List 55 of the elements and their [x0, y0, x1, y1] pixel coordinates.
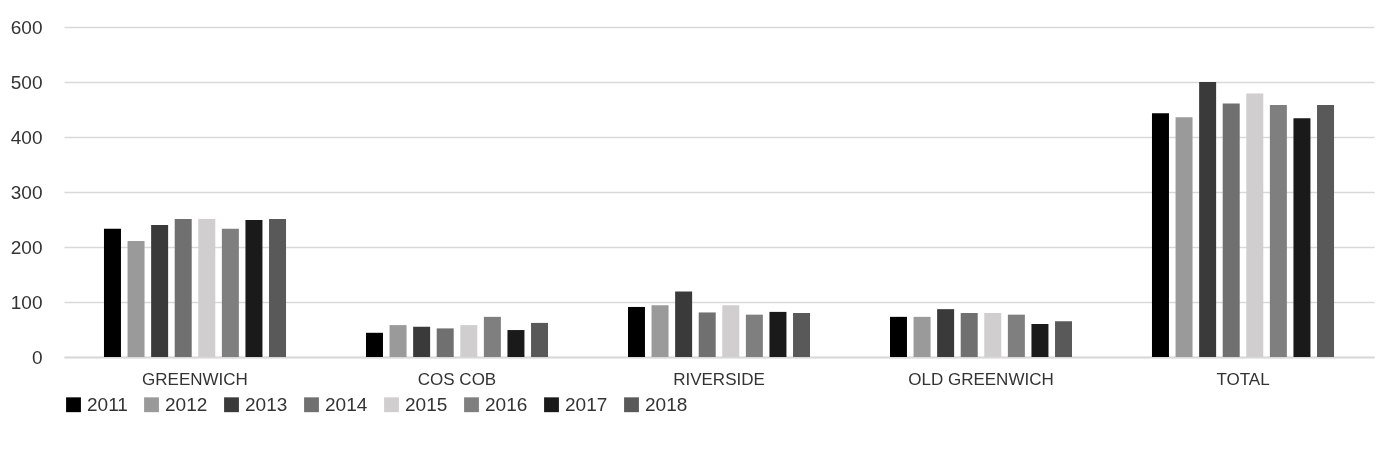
legend-label: 2013: [245, 393, 288, 415]
bar: [1293, 118, 1311, 357]
bar: [1055, 321, 1073, 357]
bar: [651, 305, 669, 357]
bar: [745, 314, 763, 357]
legend-label: 2018: [645, 393, 688, 415]
bar: [675, 291, 693, 357]
bar: [221, 228, 239, 357]
bar: [483, 316, 501, 357]
bar: [269, 218, 287, 357]
bar: [960, 313, 978, 357]
bar: [1222, 103, 1240, 357]
bar: [913, 316, 931, 357]
bar: [413, 326, 431, 357]
y-tick-label: 0: [31, 346, 43, 368]
bar: [507, 330, 525, 357]
bar: [698, 312, 716, 357]
y-tick-label: 400: [10, 126, 43, 148]
legend-label: 2017: [565, 393, 608, 415]
bar: [769, 311, 787, 357]
x-tick-label: COS COB: [417, 369, 497, 389]
bar: [1007, 314, 1025, 357]
x-tick-label: GREENWICH: [142, 369, 248, 389]
bar: [937, 309, 955, 357]
bar: [127, 240, 145, 357]
bar: [1031, 324, 1049, 357]
x-tick-label: RIVERSIDE: [673, 369, 765, 389]
bar: [627, 306, 645, 357]
bar: [174, 218, 192, 357]
bar: [103, 228, 121, 357]
y-tick-label: 300: [10, 181, 43, 203]
bar: [1199, 82, 1217, 357]
bar: [389, 325, 407, 357]
legend-label: 2016: [485, 393, 528, 415]
bar: [436, 328, 454, 357]
legend-label: 2012: [165, 393, 208, 415]
bar: [365, 332, 383, 357]
x-tick-label: OLD GREENWICH: [908, 369, 1054, 389]
y-tick-label: 200: [10, 236, 43, 258]
bar: [1317, 105, 1335, 357]
legend-label: 2014: [325, 393, 368, 415]
bar: [151, 225, 169, 357]
x-tick-label: TOTAL: [1216, 369, 1270, 389]
bar: [1269, 105, 1287, 357]
bar: [889, 316, 907, 357]
legend-label: 2011: [87, 393, 128, 415]
legend-label: 2015: [405, 393, 448, 415]
y-tick-label: 600: [10, 16, 43, 38]
bar: [245, 220, 263, 357]
bar: [793, 313, 811, 357]
bar: [1151, 113, 1169, 357]
bar: [1175, 117, 1193, 357]
y-tick-label: 100: [10, 291, 43, 313]
y-tick-label: 500: [10, 71, 43, 93]
bar: [531, 322, 549, 357]
